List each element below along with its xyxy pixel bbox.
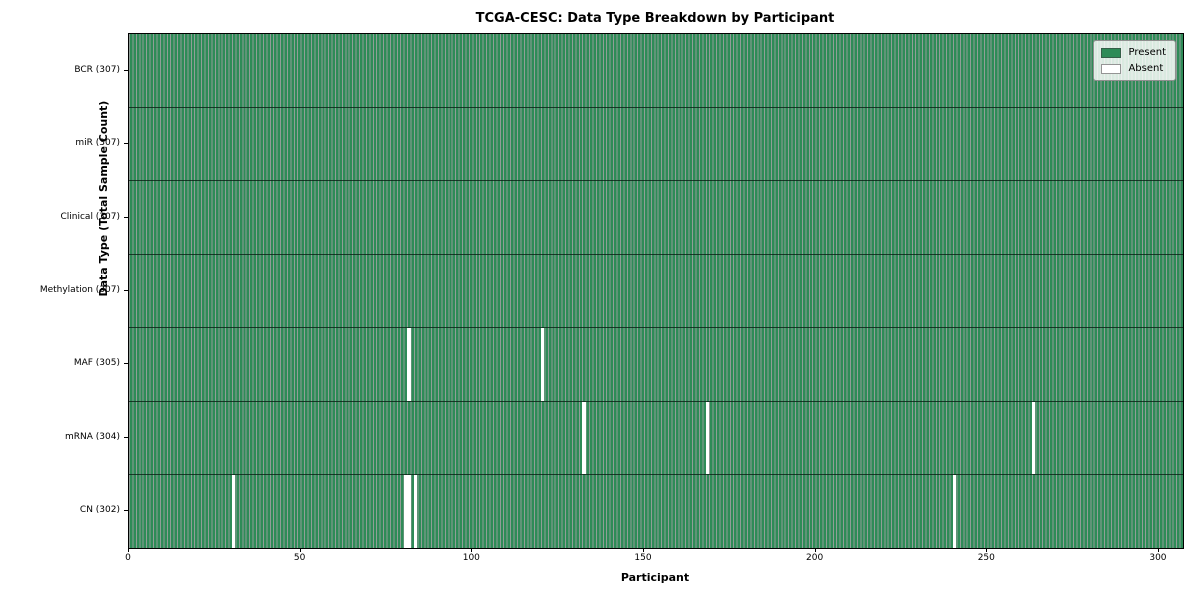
heatmap-rows xyxy=(129,34,1183,549)
x-tick-label-50: 50 xyxy=(293,553,306,563)
absent-cell xyxy=(403,475,408,549)
y-tick-label-CN: CN (302) xyxy=(79,505,120,516)
y-axis-label: Data Type (Total Sample Count) xyxy=(96,100,110,297)
y-tick-label-mRNA: mRNA (304) xyxy=(65,431,120,442)
y-tick-mark xyxy=(124,363,128,365)
x-tick-label-300: 300 xyxy=(1149,553,1167,563)
plot-area: Present Absent xyxy=(128,33,1184,549)
absent-cell xyxy=(413,475,418,549)
x-tick-label-200: 200 xyxy=(806,553,824,563)
absent-cell xyxy=(582,401,586,475)
legend-item-absent: Absent xyxy=(1101,63,1166,74)
x-tick-mark xyxy=(299,548,301,552)
absent-cell xyxy=(540,328,545,401)
heatmap-row-miR xyxy=(129,106,1183,181)
y-tick-label-miR: miR (307) xyxy=(75,138,120,149)
y-tick-label-MAF: MAF (305) xyxy=(73,358,120,369)
y-tick-mark xyxy=(124,216,128,218)
heatmap-row-Clinical xyxy=(129,180,1183,254)
absent-cell xyxy=(1031,401,1036,475)
x-tick-mark xyxy=(471,548,473,552)
absent-cell xyxy=(407,475,411,549)
y-tick-mark xyxy=(124,69,128,71)
legend-item-present: Present xyxy=(1101,47,1166,58)
y-tick-mark xyxy=(124,436,128,438)
heatmap-row-mRNA xyxy=(129,400,1183,475)
x-tick-mark xyxy=(128,548,129,552)
chart-title: TCGA-CESC: Data Type Breakdown by Partic… xyxy=(475,11,835,26)
legend-label-present: Present xyxy=(1128,47,1166,58)
heatmap-row-CN xyxy=(129,474,1183,549)
x-tick-label-100: 100 xyxy=(462,553,480,563)
legend-label-absent: Absent xyxy=(1128,63,1164,74)
absent-cell xyxy=(231,475,236,549)
y-tick-label-Methylation: Methylation (307) xyxy=(39,285,120,295)
legend: Present Absent xyxy=(1093,40,1176,81)
y-tick-mark xyxy=(124,290,128,291)
legend-swatch-absent-icon xyxy=(1101,63,1122,74)
heatmap-row-MAF xyxy=(129,327,1183,401)
heatmap-row-BCR xyxy=(129,34,1183,107)
x-tick-label-0: 0 xyxy=(125,553,131,563)
x-axis-label: Participant xyxy=(620,571,690,584)
absent-cell xyxy=(705,401,710,475)
x-tick-mark xyxy=(642,548,644,552)
y-tick-mark xyxy=(124,510,128,512)
absent-cell xyxy=(407,328,411,401)
x-tick-mark xyxy=(986,548,988,552)
heatmap-row-Methylation xyxy=(129,253,1183,328)
absent-cell xyxy=(952,475,957,549)
x-tick-mark xyxy=(814,548,816,552)
y-tick-label-BCR: BCR (307) xyxy=(74,64,120,75)
y-tick-label-Clinical: Clinical (307) xyxy=(60,211,120,222)
x-tick-label-150: 150 xyxy=(634,553,652,563)
y-tick-mark xyxy=(124,143,128,145)
x-tick-label-250: 250 xyxy=(977,553,995,563)
legend-swatch-present-icon xyxy=(1101,47,1122,58)
x-tick-mark xyxy=(1157,548,1159,552)
